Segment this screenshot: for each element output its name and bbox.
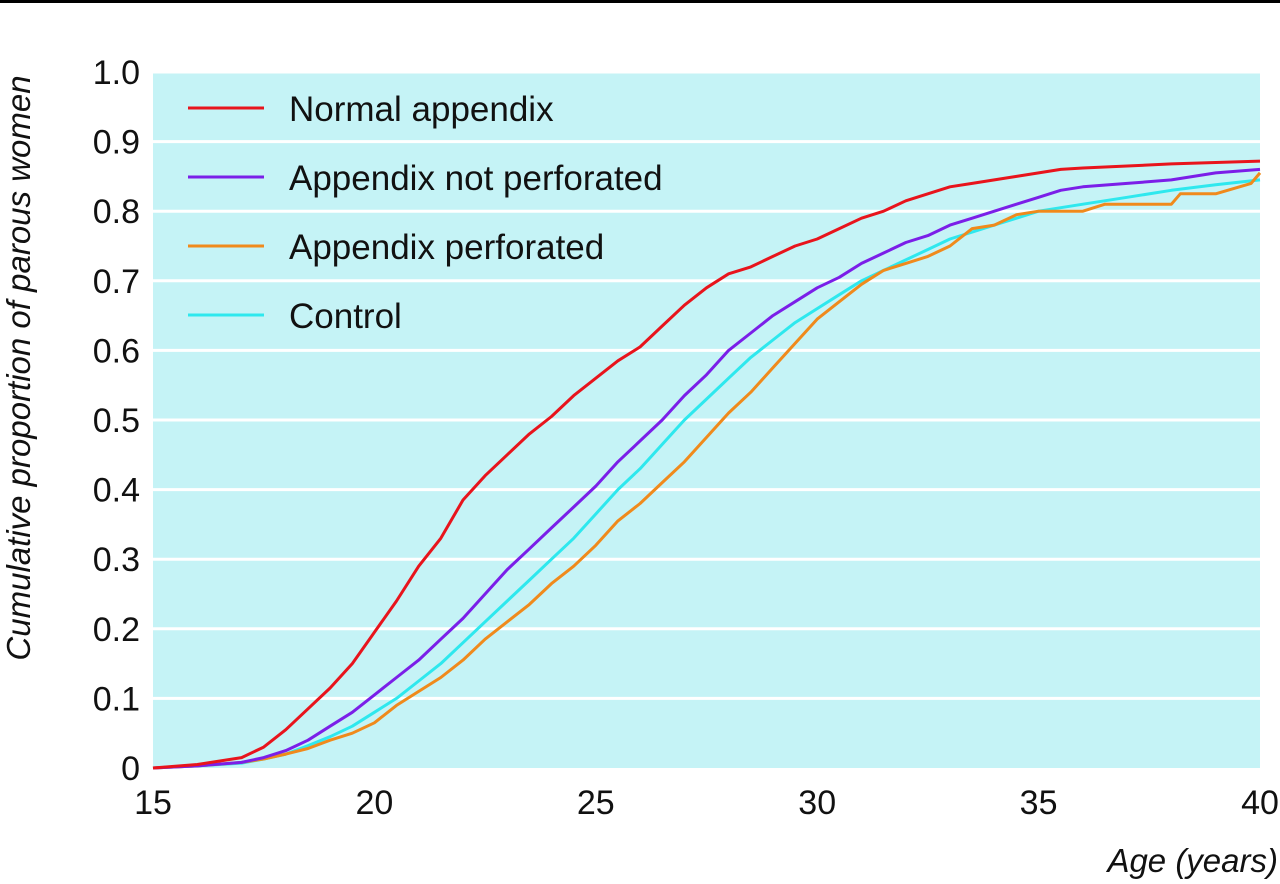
y-tick-label: 0.6 (93, 332, 140, 370)
legend-label: Control (289, 297, 402, 336)
series-lines (152, 159, 1262, 770)
y-tick-label: 0.2 (93, 611, 140, 649)
x-tick-label: 40 (1241, 784, 1279, 822)
series-line-control (152, 178, 1261, 770)
y-tick-label: 0.7 (93, 263, 140, 301)
x-tick-label: 20 (355, 784, 393, 822)
series-line-appendix-perforated (152, 171, 1262, 770)
y-axis-ticks: 0 0.1 0.2 0.3 0.4 0.5 0.6 0.7 0.8 0.9 1.0 (93, 54, 140, 788)
y-tick-label: 0.1 (93, 680, 140, 718)
legend-label: Appendix perforated (289, 228, 604, 267)
series-line-appendix-not-perforated (152, 167, 1261, 770)
x-axis-ticks: 15 20 25 30 35 40 (134, 784, 1279, 822)
y-axis-title: Cumulative proportion of parous women (0, 75, 37, 660)
x-tick-label: 30 (798, 784, 836, 822)
x-axis-title: Age (years) (1105, 842, 1278, 879)
x-tick-label: 15 (134, 784, 172, 822)
legend: Normal appendix Appendix not perforated Ap… (188, 90, 663, 336)
top-border (0, 0, 1280, 3)
legend-label: Appendix not perforated (289, 159, 663, 198)
y-tick-label: 1.0 (93, 54, 140, 92)
y-tick-label: 0.4 (93, 472, 140, 510)
x-tick-label: 35 (1020, 784, 1058, 822)
y-tick-label: 0.3 (93, 541, 140, 579)
legend-label: Normal appendix (289, 90, 554, 129)
y-tick-label: 0.9 (93, 124, 140, 162)
x-tick-label: 25 (577, 784, 615, 822)
series-line-normal-appendix (152, 159, 1261, 770)
y-tick-label: 0 (121, 750, 140, 788)
y-tick-label: 0.8 (93, 193, 140, 231)
y-tick-label: 0.5 (93, 402, 140, 440)
